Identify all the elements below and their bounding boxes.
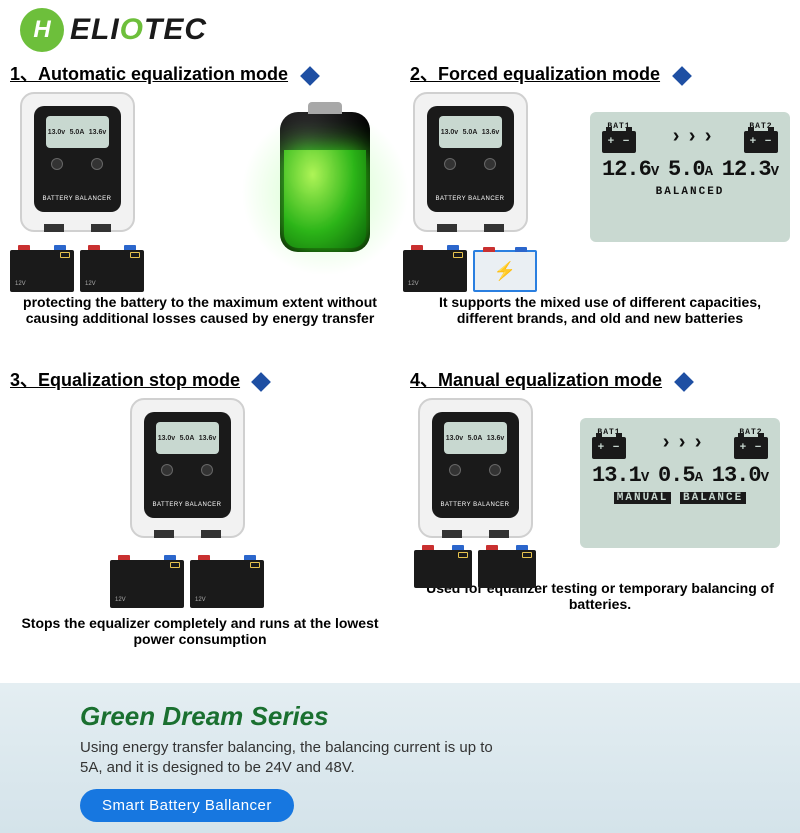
- mode-3-title: 3、Equalization stop mode: [10, 366, 240, 392]
- lcd-display-2: BAT1 + − › › › BAT2 + − 13.1V 0.5A 13.0V: [580, 418, 780, 548]
- green-battery-icon: [270, 112, 380, 272]
- footer-text: Using energy transfer balancing, the bal…: [80, 738, 510, 779]
- lcd-display-1: BAT1 + − › › › BAT2 + − 12.6V 5.0A 12.3V: [590, 112, 790, 242]
- footer-button[interactable]: Smart Battery Ballancer: [80, 789, 294, 822]
- battery-icon: [478, 550, 536, 588]
- logo-text-b: TEC: [144, 13, 207, 46]
- brand-logo: H ELIOTEC: [0, 0, 800, 60]
- diamond-icon: [252, 372, 272, 392]
- mode-2-desc: It supports the mixed use of different c…: [410, 294, 790, 326]
- mode-2-illustration: 13.0v5.0A13.6v BATTERY BALANCER 12V ⚡: [410, 92, 790, 292]
- battery-icon: 12V: [110, 560, 184, 608]
- logo-text: ELIOTEC: [70, 13, 207, 47]
- mode-1-title: 1、Automatic equalization mode: [10, 60, 288, 86]
- battery-icon: [414, 550, 472, 588]
- mode-2-title: 2、Forced equalization mode: [410, 60, 660, 86]
- mode-3-desc: Stops the equalizer completely and runs …: [10, 615, 390, 647]
- mode-1-illustration: 13.0v5.0A13.6v BATTERY BALANCER 12V 12V: [10, 92, 390, 292]
- mode-3-illustration: 13.0v5.0A13.6v BATTERY BALANCER 12V 12V: [10, 398, 390, 613]
- modes-grid: 1、Automatic equalization mode 13.0v5.0A1…: [0, 60, 800, 657]
- balancer-label: BATTERY BALANCER: [34, 196, 121, 202]
- mode-3: 3、Equalization stop mode 13.0v5.0A13.6v …: [0, 366, 400, 657]
- mode-1-desc: protecting the battery to the maximum ex…: [10, 294, 390, 326]
- balancer-device-icon: 13.0v5.0A13.6v BATTERY BALANCER: [413, 92, 528, 232]
- mode-4-illustration: 13.0v5.0A13.6v BATTERY BALANCER BAT1: [410, 398, 790, 578]
- logo-text-a: ELI: [70, 13, 120, 46]
- battery-icon: 12V: [80, 250, 144, 292]
- lcd-status: BALANCED: [602, 186, 778, 198]
- mode-4: 4、Manual equalization mode 13.0v5.0A13.6…: [400, 366, 800, 657]
- battery-icon: 12V: [10, 250, 74, 292]
- balancer-device-icon: 13.0v5.0A13.6v BATTERY BALANCER: [20, 92, 135, 232]
- mode-1: 1、Automatic equalization mode 13.0v5.0A1…: [0, 60, 400, 336]
- balancer-device-icon: 13.0v5.0A13.6v BATTERY BALANCER: [418, 398, 533, 538]
- arrows-icon: › › ›: [670, 128, 710, 148]
- footer-banner: Green Dream Series Using energy transfer…: [0, 683, 800, 833]
- logo-text-o: O: [120, 13, 144, 46]
- battery-alt-icon: ⚡: [473, 250, 537, 292]
- mode-2: 2、Forced equalization mode 13.0v5.0A13.6…: [400, 60, 800, 336]
- battery-icon: 12V: [190, 560, 264, 608]
- lcd-status: MANUAL BALANCE: [592, 492, 768, 504]
- battery-icon: 12V: [403, 250, 467, 292]
- diamond-icon: [672, 66, 692, 86]
- footer-title: Green Dream Series: [80, 701, 800, 732]
- arrows-icon: › › ›: [660, 434, 700, 454]
- diamond-icon: [674, 372, 694, 392]
- diamond-icon: [300, 66, 320, 86]
- balancer-screen: 13.0v5.0A13.6v: [46, 116, 109, 148]
- balancer-device-icon: 13.0v5.0A13.6v BATTERY BALANCER: [130, 398, 245, 538]
- logo-mark-icon: H: [20, 8, 64, 52]
- mode-4-title: 4、Manual equalization mode: [410, 366, 662, 392]
